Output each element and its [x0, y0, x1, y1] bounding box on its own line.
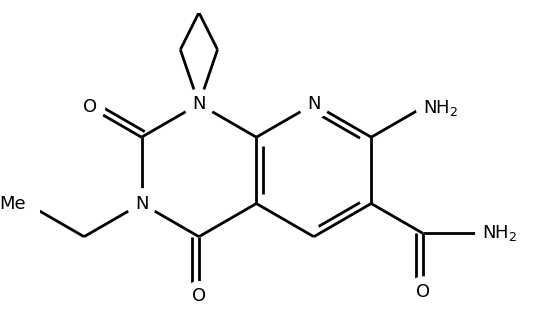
Text: O: O [192, 288, 206, 305]
Text: O: O [416, 283, 430, 301]
Text: N: N [192, 95, 206, 113]
Ellipse shape [127, 189, 156, 218]
Ellipse shape [0, 189, 31, 218]
Text: O: O [83, 98, 97, 116]
Ellipse shape [476, 219, 527, 248]
Text: NH$_2$: NH$_2$ [482, 223, 518, 244]
Ellipse shape [299, 89, 328, 119]
Ellipse shape [75, 93, 104, 122]
Ellipse shape [184, 282, 214, 311]
Text: NH$_2$: NH$_2$ [423, 98, 458, 118]
Text: N: N [135, 195, 148, 213]
Ellipse shape [408, 277, 438, 306]
Ellipse shape [416, 93, 468, 123]
Text: N: N [307, 95, 321, 113]
Text: Me: Me [0, 195, 26, 213]
Ellipse shape [184, 89, 214, 119]
